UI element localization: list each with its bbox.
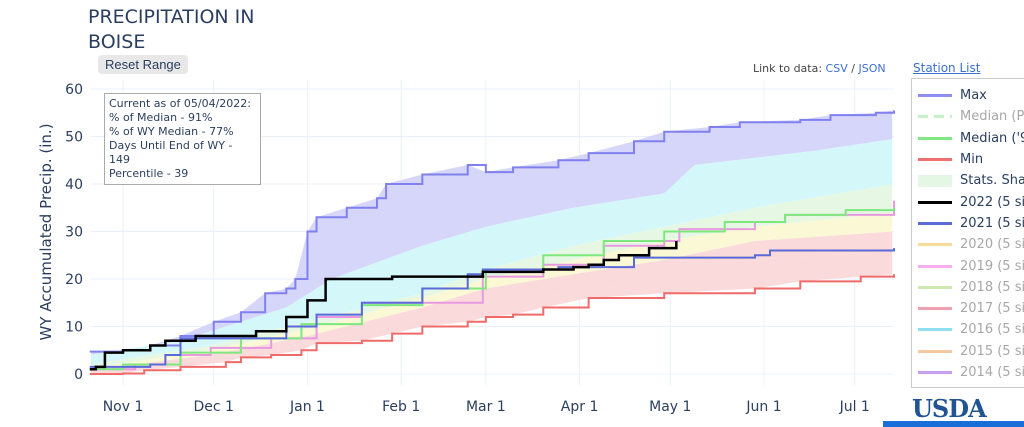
legend-swatch: [918, 264, 952, 268]
y-tick-label: 40: [65, 177, 83, 193]
legend-swatch: [918, 174, 952, 187]
station-list-link[interactable]: Station List: [913, 61, 981, 75]
legend-item[interactable]: 2021 (5 si: [912, 213, 1024, 234]
y-tick-label: 10: [65, 320, 83, 336]
info-box: Current as of 05/04/2022: % of Median - …: [104, 93, 261, 185]
band-max-p90: [91, 110, 893, 355]
x-tick-label: Nov 1: [103, 399, 144, 415]
band-p90-p70: [91, 139, 893, 365]
legend-swatch: [918, 94, 952, 98]
legend-item[interactable]: 2018 (5 si: [912, 277, 1024, 298]
x-tick-label: Mar 1: [466, 399, 506, 415]
legend-swatch: [918, 371, 952, 374]
x-tick-label: Dec 1: [194, 399, 234, 415]
band-p30-p10: [91, 231, 893, 373]
legend-item[interactable]: 2017 (5 si: [912, 298, 1024, 319]
y-tick-label: 50: [65, 130, 83, 146]
legend-label: 2018 (5 si: [960, 279, 1024, 295]
legend-swatch: [918, 136, 952, 140]
json-link[interactable]: JSON: [858, 62, 886, 75]
info-pct-median: % of Median - 91%: [109, 111, 213, 124]
legend-swatch: [918, 115, 952, 119]
legend-swatch: [918, 221, 952, 225]
x-tick-label: Jan 1: [289, 399, 325, 415]
y-tick-label: 20: [65, 272, 83, 288]
legend-label: Max: [960, 88, 987, 104]
legend-label: 2016 (5 si: [960, 322, 1024, 338]
legend-label: 2022 (5 si: [960, 194, 1024, 210]
y-axis-label: WY Accumulated Precip. (in.): [37, 123, 55, 340]
info-current: Current as of 05/04/2022:: [109, 97, 251, 110]
y-tick-label: 0: [74, 367, 83, 383]
legend-item[interactable]: 2019 (5 si: [912, 255, 1024, 276]
legend-item[interactable]: Max: [912, 85, 1024, 106]
csv-link[interactable]: CSV: [825, 62, 848, 75]
legend-label: 2020 (5 si: [960, 237, 1024, 253]
x-tick-label: Jul 1: [839, 399, 870, 415]
info-pct-wy-median: % of WY Median - 77%: [109, 125, 234, 138]
link-prefix: Link to data:: [753, 62, 823, 75]
x-tick-label: Feb 1: [382, 399, 420, 415]
legend-label: Stats. Sha: [960, 173, 1024, 189]
legend-item[interactable]: 2022 (5 si: [912, 191, 1024, 212]
legend-label: 2021 (5 si: [960, 215, 1024, 231]
reset-range-button[interactable]: Reset Range: [98, 55, 188, 74]
precip-chart[interactable]: 0 10 20 30 40 50 60 Nov 1 Dec 1 Jan 1 Feb 1 Mar 1 Ap…: [0, 0, 905, 427]
legend-item[interactable]: Min: [912, 149, 1024, 170]
legend-label: 2015 (5 si: [960, 343, 1024, 359]
legend-item[interactable]: Median ('9: [912, 128, 1024, 149]
x-tick-label: May 1: [649, 399, 691, 415]
legend-label: 2014 (5 si: [960, 365, 1024, 380]
legend-item[interactable]: 2015 (5 si: [912, 341, 1024, 362]
info-percentile: Percentile - 39: [109, 167, 189, 180]
link-separator: /: [851, 62, 855, 75]
legend-label: 2019 (5 si: [960, 258, 1024, 274]
series-line-2021: [89, 248, 895, 368]
usda-logo: USDA: [912, 394, 987, 423]
legend[interactable]: Max Median (P Median ('9 Min Stats. Sha 2022 …: [911, 78, 1024, 388]
series-line-min: [89, 274, 895, 375]
y-tick-label: 30: [65, 225, 83, 241]
legend-swatch: [918, 307, 952, 311]
legend-label: Median ('9: [960, 130, 1024, 146]
legend-swatch: [918, 158, 952, 162]
legend-item[interactable]: 2020 (5 si: [912, 234, 1024, 255]
y-tick-label: 60: [65, 82, 83, 98]
legend-swatch: [918, 243, 952, 247]
x-tick-label: Apr 1: [561, 399, 599, 415]
legend-item[interactable]: 2013 (5 si: [912, 383, 1024, 387]
legend-item[interactable]: Stats. Sha: [912, 170, 1024, 191]
data-links: Link to data: CSV / JSON: [753, 62, 886, 75]
legend-swatch: [918, 285, 952, 289]
legend-item[interactable]: 2014 (5 si: [912, 362, 1024, 383]
info-days-left: Days Until End of WY - 149: [109, 139, 233, 166]
legend-label: 2013 (5 si: [960, 386, 1024, 387]
series-line-max: [89, 110, 895, 353]
legend-label: 2017 (5 si: [960, 301, 1024, 317]
band-p10-min: [91, 250, 893, 374]
x-tick-label: Jun 1: [745, 399, 781, 415]
usda-bar: [883, 421, 1024, 427]
legend-label: Min: [960, 152, 984, 168]
band-p50-p30: [91, 212, 893, 371]
legend-swatch: [918, 328, 952, 332]
legend-item[interactable]: Median (P: [912, 106, 1024, 127]
series-line-2022: [89, 241, 678, 371]
legend-swatch: [918, 349, 952, 353]
legend-label: Median (P: [960, 109, 1024, 125]
legend-swatch: [918, 200, 952, 204]
legend-item[interactable]: 2016 (5 si: [912, 319, 1024, 340]
page-title: PRECIPITATION IN BOISE: [88, 6, 255, 53]
